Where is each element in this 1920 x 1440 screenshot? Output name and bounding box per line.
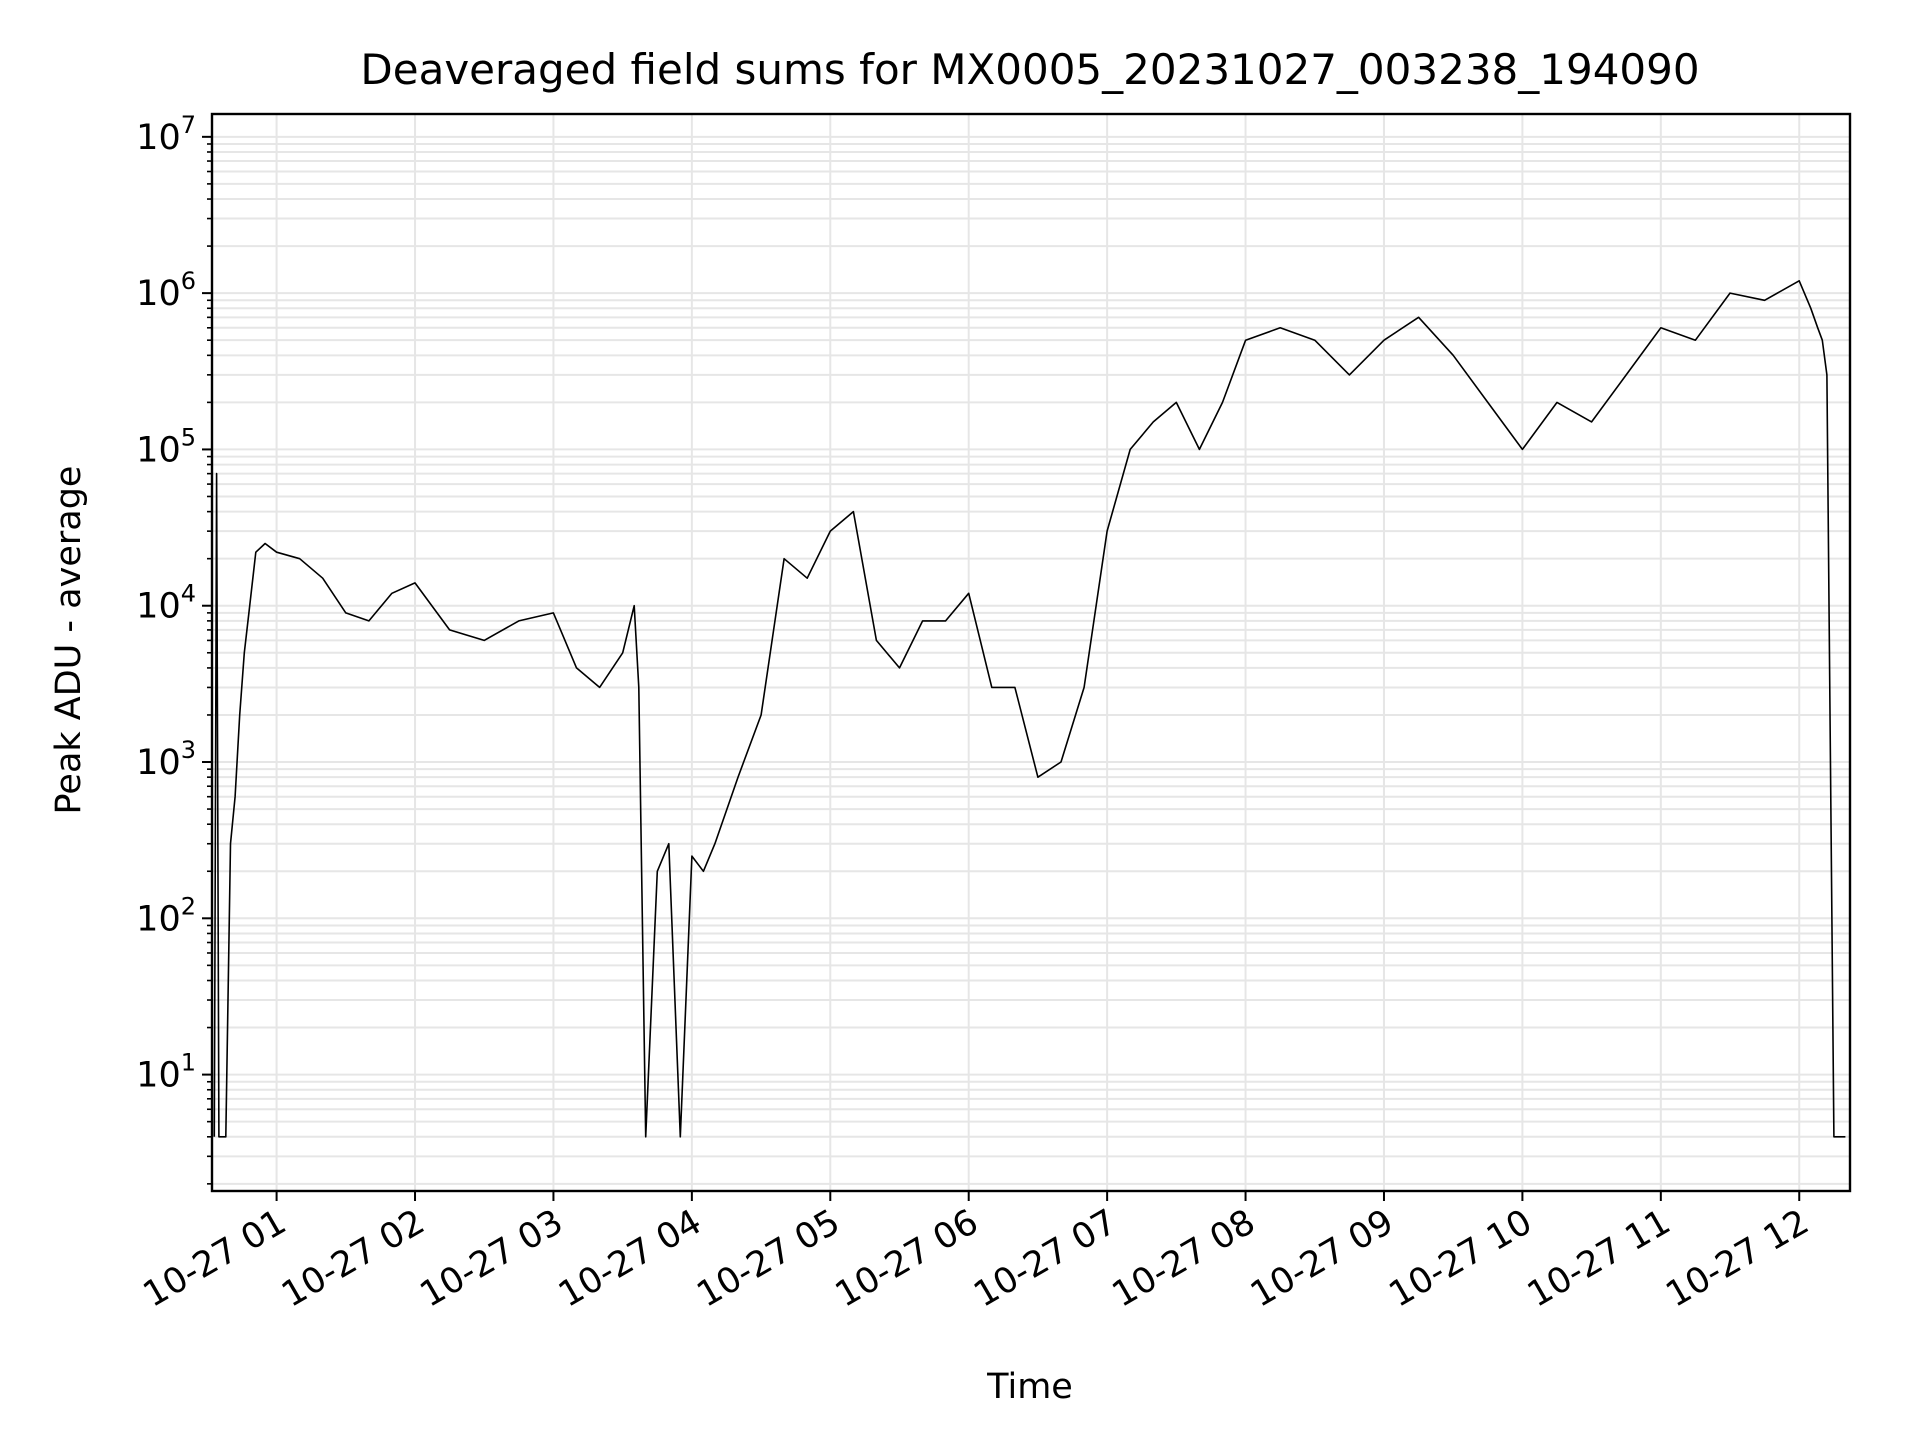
x-axis-label: Time <box>986 1367 1073 1407</box>
y-tick-label: 103 <box>136 736 196 783</box>
chart-title: Deaveraged field sums for MX0005_2023102… <box>360 45 1699 94</box>
y-tick-label: 101 <box>136 1049 196 1096</box>
y-tick-label: 105 <box>136 423 196 470</box>
grid <box>212 114 1850 1191</box>
y-axis-label: Peak ADU - average <box>49 466 89 815</box>
y-tick-label: 106 <box>136 267 196 314</box>
series-line <box>213 280 1846 1138</box>
series-layer <box>213 280 1846 1138</box>
y-axis: 101 102 103 104 105 106 107 <box>136 111 212 1185</box>
y-tick-label: 107 <box>136 111 196 158</box>
y-tick-label: 104 <box>136 580 196 627</box>
y-tick-label: 102 <box>136 892 196 939</box>
